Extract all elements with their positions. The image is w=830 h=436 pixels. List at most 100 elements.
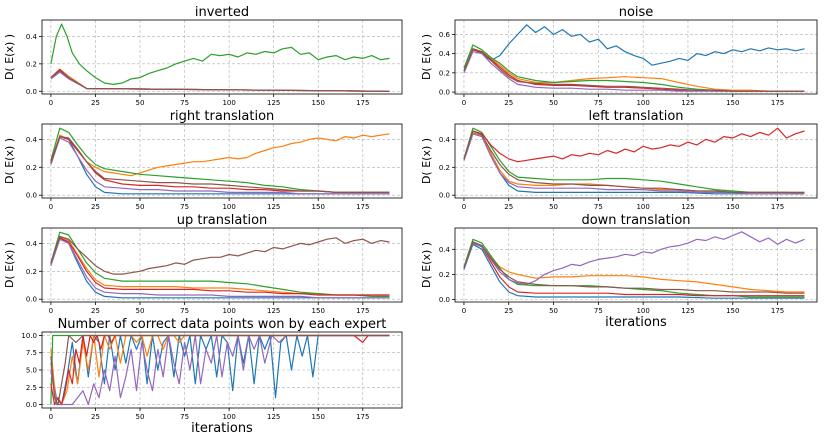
right-translation-x-tick-label: 100 [222, 203, 235, 211]
up-translation-series-expert-1 [50, 237, 390, 299]
win-counts-x-tick-label: 125 [267, 413, 280, 421]
left-translation-series-expert-5 [463, 133, 805, 195]
inverted-x-tick-label: 175 [356, 99, 369, 107]
noise-axes-frame [454, 19, 818, 95]
left-translation-axes-frame [454, 123, 818, 199]
noise-x-tick-label: 50 [549, 99, 558, 107]
right-translation-x-tick-label: 150 [312, 203, 325, 211]
win-counts-y-tick-label: 5.0 [26, 367, 37, 375]
left-translation-title: left translation [588, 109, 683, 124]
inverted-series-expert-2 [50, 68, 390, 92]
up-translation-x-tick-label: 125 [267, 307, 280, 315]
inverted-series-expert-6 [50, 70, 390, 92]
noise-y-tick-label: 0.4 [439, 50, 451, 58]
panel-noise: 0 25 50 75 100 125 150 175 0.0 0.2 0.4 0.6 noise D( E… [420, 5, 818, 107]
left-translation-series-expert-2 [463, 131, 805, 193]
down-translation-y-tick-label: 0.4 [439, 246, 451, 254]
left-translation-x-tick-label: 150 [726, 203, 739, 211]
up-translation-y-tick-label: 0.0 [26, 296, 37, 304]
noise-series-expert-3 [463, 44, 805, 92]
win-counts-x-tick-label: 175 [356, 413, 369, 421]
up-translation-x-tick-label: 150 [312, 307, 325, 315]
left-translation-series-expert-6 [463, 130, 805, 193]
win-counts-series-expert-5 [50, 334, 390, 406]
left-translation-series-expert-1 [463, 133, 805, 195]
down-translation-y-tick-label: 0.2 [439, 271, 450, 279]
win-counts-x-axis-label: iterations [191, 421, 253, 436]
left-translation-x-tick-label: 0 [462, 203, 466, 211]
inverted-series-expert-4 [50, 68, 390, 92]
left-translation-series-expert-3 [463, 127, 805, 195]
inverted-y-tick-label: 0.0 [26, 88, 37, 96]
inverted-y-tick-label: 0.4 [26, 33, 38, 41]
up-translation-y-axis-label: D( E(x) ) [3, 242, 16, 288]
down-translation-x-tick-label: 125 [681, 307, 694, 315]
noise-x-tick-label: 150 [726, 99, 739, 107]
down-translation-x-tick-label: 100 [636, 307, 649, 315]
up-translation-y-tick-label: 0.2 [26, 268, 37, 276]
down-translation-x-tick-label: 175 [771, 307, 784, 315]
right-translation-x-tick-label: 125 [267, 203, 280, 211]
panel-left-translation: 0 25 50 75 100 125 150 175 0.0 0.2 0.4 left transla… [420, 109, 818, 211]
right-translation-y-tick-label: 0.4 [26, 136, 38, 144]
inverted-x-tick-label: 50 [136, 99, 145, 107]
right-translation-y-tick-label: 0.0 [26, 192, 37, 200]
up-translation-axes-frame [41, 227, 403, 303]
up-translation-series-expert-3 [50, 231, 390, 297]
up-translation-x-tick-label: 75 [180, 307, 189, 315]
noise-y-tick-label: 0.2 [439, 69, 450, 77]
left-translation-y-axis-label: D( E(x) ) [420, 138, 433, 184]
right-translation-x-tick-label: 50 [136, 203, 145, 211]
down-translation-y-tick-label: 0.0 [439, 296, 450, 304]
inverted-axes-frame [41, 19, 403, 95]
right-translation-series-expert-2 [50, 133, 390, 177]
down-translation-x-axis-label: iterations [605, 315, 667, 330]
left-translation-x-tick-label: 125 [681, 203, 694, 211]
right-translation-series-expert-5 [50, 137, 390, 195]
left-translation-y-tick-label: 0.0 [439, 192, 450, 200]
noise-x-tick-label: 0 [462, 99, 466, 107]
win-counts-x-tick-label: 25 [91, 413, 100, 421]
up-translation-y-tick-label: 0.4 [26, 240, 38, 248]
panel-up-translation: 0 25 50 75 100 125 150 175 0.0 0.2 0.4 up translati… [3, 213, 403, 315]
up-translation-x-tick-label: 50 [136, 307, 145, 315]
panel-right-translation: 0 25 50 75 100 125 150 175 0.0 0.2 0.4 right transl… [3, 109, 403, 211]
right-translation-x-tick-label: 25 [91, 203, 100, 211]
right-translation-series-expert-6 [50, 136, 390, 193]
down-translation-series-expert-5 [463, 231, 805, 285]
noise-x-tick-label: 175 [771, 99, 784, 107]
noise-x-tick-label: 100 [636, 99, 649, 107]
noise-series-expert-1 [463, 24, 805, 72]
inverted-series-expert-3 [50, 23, 390, 86]
win-counts-y-tick-label: 0.0 [26, 401, 37, 409]
inverted-y-tick-label: 0.2 [26, 60, 37, 68]
win-counts-x-tick-label: 0 [49, 413, 53, 421]
right-translation-axes-frame [41, 123, 403, 199]
inverted-x-tick-label: 75 [180, 99, 189, 107]
down-translation-title: down translation [581, 213, 690, 228]
right-translation-y-tick-label: 0.2 [26, 164, 37, 172]
left-translation-x-tick-label: 75 [594, 203, 603, 211]
noise-y-tick-label: 0.6 [439, 31, 451, 39]
down-translation-series-expert-4 [463, 242, 805, 297]
win-counts-x-tick-label: 100 [222, 413, 235, 421]
panel-inverted: 0 25 50 75 100 125 150 175 0.0 0.2 0.4 inverted D( E… [3, 5, 403, 107]
up-translation-x-tick-label: 175 [356, 307, 369, 315]
noise-x-tick-label: 25 [504, 99, 513, 107]
win-counts-x-tick-label: 150 [312, 413, 325, 421]
right-translation-series-expert-4 [50, 136, 390, 193]
right-translation-series-expert-3 [50, 127, 390, 193]
noise-y-tick-label: 0.0 [439, 89, 450, 97]
noise-series-expert-2 [463, 48, 805, 92]
win-counts-y-tick-label: 10.0 [21, 332, 37, 340]
right-translation-x-tick-label: 175 [356, 203, 369, 211]
down-translation-series-expert-6 [463, 241, 805, 294]
left-translation-y-tick-label: 0.2 [439, 164, 450, 172]
left-translation-y-tick-label: 0.4 [439, 136, 451, 144]
win-counts-y-tick-label: 7.5 [26, 349, 37, 357]
win-counts-x-tick-label: 75 [180, 413, 189, 421]
win-counts-y-tick-label: 2.5 [26, 384, 37, 392]
win-counts-series-expert-6 [50, 334, 390, 406]
noise-y-axis-label: D( E(x) ) [420, 34, 433, 80]
